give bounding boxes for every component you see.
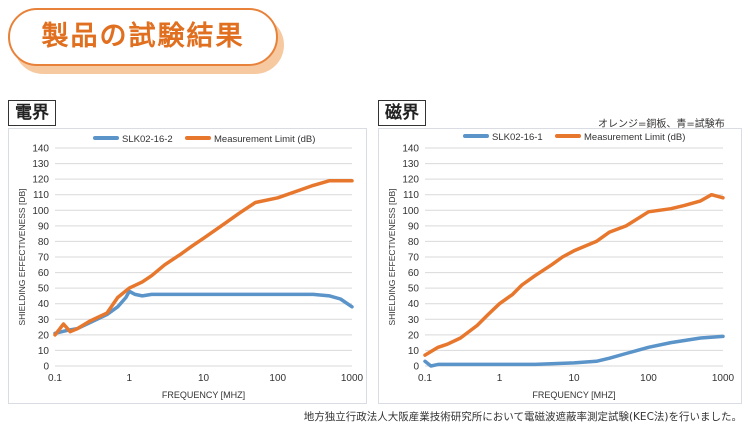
y-tick-label: 120 — [402, 175, 419, 186]
y-tick-label: 20 — [38, 330, 50, 341]
series-line-1 — [53, 289, 354, 336]
legend-label: Measurement Limit (dB) — [214, 134, 315, 145]
y-tick-label: 30 — [408, 315, 420, 326]
series-line-1 — [423, 334, 725, 368]
y-tick-label: 100 — [402, 206, 419, 217]
x-tick-label: 1000 — [712, 373, 735, 384]
chart-tag-magnetic: 磁界 — [378, 100, 426, 126]
chart-tag-electric: 電界 — [8, 100, 56, 126]
y-tick-label: 70 — [38, 253, 50, 264]
y-tick-label: 130 — [32, 159, 49, 170]
y-tick-label: 100 — [32, 206, 49, 217]
footer-note: 地方独立行政法人大阪産業技術研究所において電磁波遮蔽率測定試験(KEC法)を行い… — [303, 411, 742, 423]
page-title: 製品の試験結果 — [41, 21, 245, 52]
y-axis-label: SHIELDING EFFECTIVENESS [DB] — [387, 189, 397, 326]
y-tick-label: 140 — [402, 144, 419, 155]
y-tick-label: 80 — [38, 237, 50, 248]
y-tick-label: 10 — [408, 346, 420, 357]
title-banner: 製品の試験結果 — [8, 8, 288, 76]
y-tick-label: 0 — [413, 362, 419, 373]
y-tick-label: 60 — [38, 268, 50, 279]
x-tick-label: 1000 — [341, 373, 364, 384]
x-tick-label: 0.1 — [418, 373, 432, 384]
y-tick-label: 10 — [38, 346, 50, 357]
y-tick-label: 30 — [38, 315, 50, 326]
y-tick-label: 20 — [408, 330, 420, 341]
x-tick-label: 0.1 — [48, 373, 62, 384]
x-tick-label: 10 — [568, 373, 580, 384]
y-tick-label: 110 — [33, 190, 49, 201]
x-tick-label: 10 — [198, 373, 210, 384]
y-tick-label: 60 — [408, 268, 420, 279]
chart-panel-magnetic — [378, 128, 742, 404]
y-tick-label: 90 — [408, 221, 420, 232]
x-tick-label: 1 — [126, 373, 132, 384]
chart-panel-electric — [8, 128, 367, 404]
y-tick-label: 130 — [402, 159, 419, 170]
series-line-2 — [423, 192, 725, 357]
x-axis-label: FREQUENCY [MHZ] — [532, 390, 615, 400]
y-tick-label: 70 — [408, 253, 420, 264]
legend-label: SLK02-16-2 — [122, 134, 173, 145]
series-line-2 — [53, 178, 354, 337]
y-tick-label: 50 — [408, 284, 420, 295]
legend-note: オレンジ=銅板、青=試験布 — [598, 119, 725, 130]
y-tick-label: 40 — [38, 299, 50, 310]
y-tick-label: 80 — [408, 237, 420, 248]
y-tick-label: 90 — [38, 221, 50, 232]
y-tick-label: 50 — [38, 284, 50, 295]
title-banner-pill — [8, 8, 278, 66]
x-tick-label: 1 — [497, 373, 503, 384]
legend-label: Measurement Limit (dB) — [584, 132, 685, 143]
y-tick-label: 120 — [32, 175, 49, 186]
y-tick-label: 40 — [408, 299, 420, 310]
x-axis-label: FREQUENCY [MHZ] — [162, 390, 245, 400]
y-axis-label: SHIELDING EFFECTIVENESS [DB] — [17, 189, 27, 326]
legend-label: SLK02-16-1 — [492, 132, 543, 143]
x-tick-label: 100 — [269, 373, 286, 384]
y-tick-label: 140 — [32, 144, 49, 155]
y-tick-label: 110 — [403, 190, 419, 201]
y-tick-label: 0 — [43, 362, 49, 373]
x-tick-label: 100 — [640, 373, 657, 384]
